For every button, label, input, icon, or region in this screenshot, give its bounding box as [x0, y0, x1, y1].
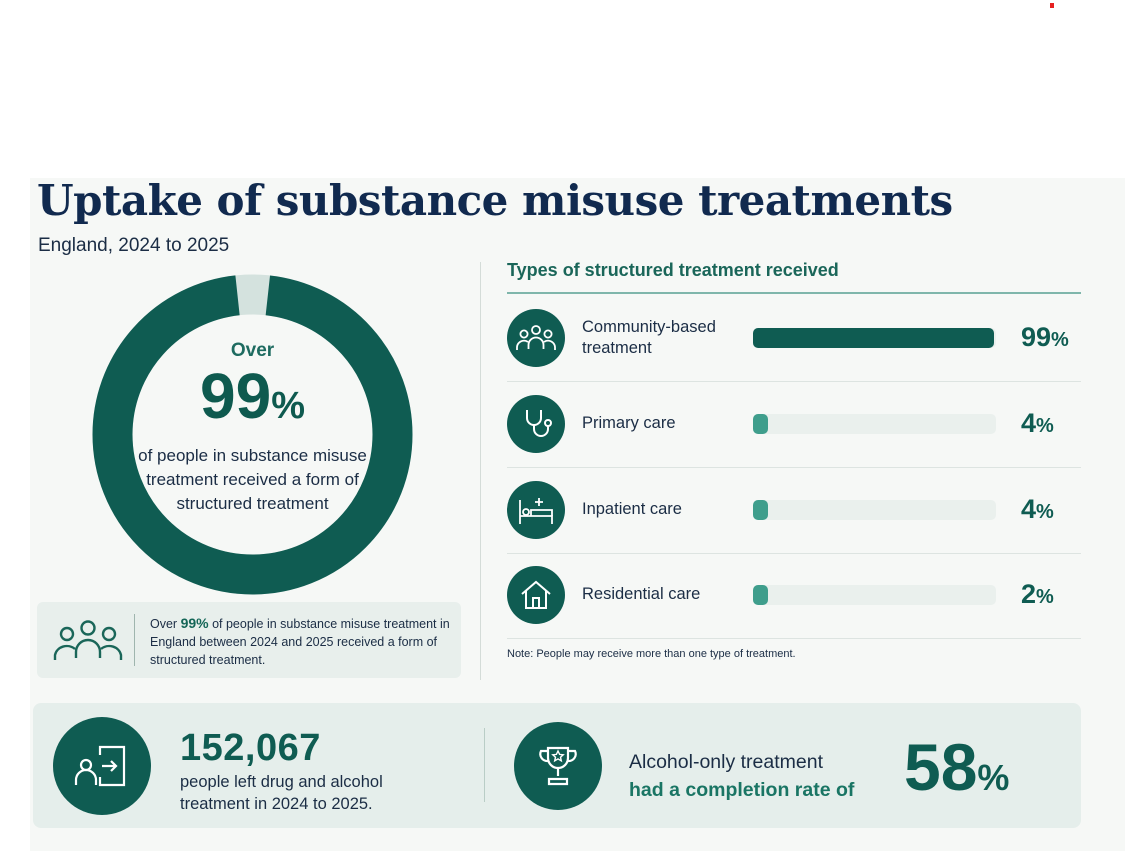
treatment-value-unit: % — [1036, 501, 1054, 523]
treatment-label: Inpatient care — [582, 500, 682, 518]
completion-rate-value: 58% — [904, 734, 1009, 811]
treatment-bar-track — [753, 585, 996, 605]
people-left-number: 152,067 — [180, 727, 321, 769]
treatment-row-inpatient-care: Inpatient care 4% — [507, 467, 1081, 554]
treatment-bar-track — [753, 328, 996, 348]
types-heading: Types of structured treatment received — [507, 260, 839, 280]
stethoscope-icon — [507, 395, 565, 453]
treatment-label: Primary care — [582, 414, 676, 432]
treatment-value-number: 4 — [1021, 408, 1037, 438]
bottom-stats-bar: 152,067 people left drug and alcohol tre… — [33, 703, 1081, 828]
completion-rate-unit: % — [977, 757, 1010, 798]
house-icon — [507, 566, 565, 624]
people-group-icon — [507, 309, 565, 367]
treatment-row-residential-care: Residential care 2% — [507, 552, 1081, 639]
treatment-value: 99% — [1021, 322, 1069, 353]
note-prefix: Over — [150, 617, 181, 631]
people-left-description: people left drug and alcohol treatment i… — [180, 773, 383, 813]
treatment-value-number: 2 — [1021, 579, 1037, 609]
treatment-value: 2% — [1021, 579, 1054, 610]
donut-over-label: Over — [230, 340, 275, 361]
treatment-row-community: Community-based treatment 99% — [507, 295, 1081, 382]
donut-unit: % — [271, 385, 305, 427]
treatment-bar-primary-care — [753, 414, 768, 434]
treatment-bar-track — [753, 500, 996, 520]
donut-description: of people in substance misuse treatment … — [138, 446, 367, 513]
hospital-bed-icon — [507, 481, 565, 539]
treatment-value-unit: % — [1051, 329, 1069, 351]
types-footnote: Note: People may receive more than one t… — [507, 648, 796, 660]
treatment-value: 4% — [1021, 408, 1054, 439]
treatment-label: Community-based treatment — [582, 318, 716, 357]
completion-label-line2: had a completion rate of — [629, 779, 855, 801]
donut-chart — [92, 274, 413, 595]
treatment-bar-residential-care — [753, 585, 768, 605]
note-body: of people in substance misuse treatment … — [150, 617, 450, 667]
donut-fill-arc — [92, 274, 413, 595]
treatment-value: 4% — [1021, 494, 1054, 525]
note-value: 99% — [180, 615, 209, 631]
people-group-icon — [53, 620, 123, 660]
treatment-value-number: 99 — [1021, 322, 1052, 352]
treatment-value-number: 4 — [1021, 494, 1037, 524]
donut-value: 99 — [200, 360, 272, 432]
page-title: Uptake of substance misuse treatments — [37, 176, 953, 225]
bottom-divider — [484, 728, 485, 802]
completion-rate-number: 58 — [904, 730, 978, 804]
trophy-icon — [514, 722, 602, 810]
types-heading-rule — [507, 292, 1081, 294]
summary-note-box: Over 99% of people in substance misuse t… — [37, 602, 461, 678]
page-subtitle: England, 2024 to 2025 — [38, 235, 230, 256]
completion-label-line1: Alcohol-only treatment — [629, 751, 824, 773]
donut-big-value: 99% — [120, 364, 385, 438]
treatment-bar-inpatient-care — [753, 500, 768, 520]
treatment-row-primary-care: Primary care 4% — [507, 381, 1081, 468]
donut-center-text: Over 99% of people in substance misuse t… — [120, 340, 385, 516]
person-exit-icon — [53, 717, 151, 815]
note-text: Over 99% of people in substance misuse t… — [150, 614, 450, 669]
treatment-value-unit: % — [1036, 415, 1054, 437]
note-divider — [134, 614, 135, 666]
treatment-bar-community — [753, 328, 994, 348]
treatment-bar-track — [753, 414, 996, 434]
column-divider — [480, 262, 481, 680]
treatment-value-unit: % — [1036, 586, 1054, 608]
treatment-label: Residential care — [582, 585, 701, 603]
red-marker — [1050, 3, 1054, 8]
